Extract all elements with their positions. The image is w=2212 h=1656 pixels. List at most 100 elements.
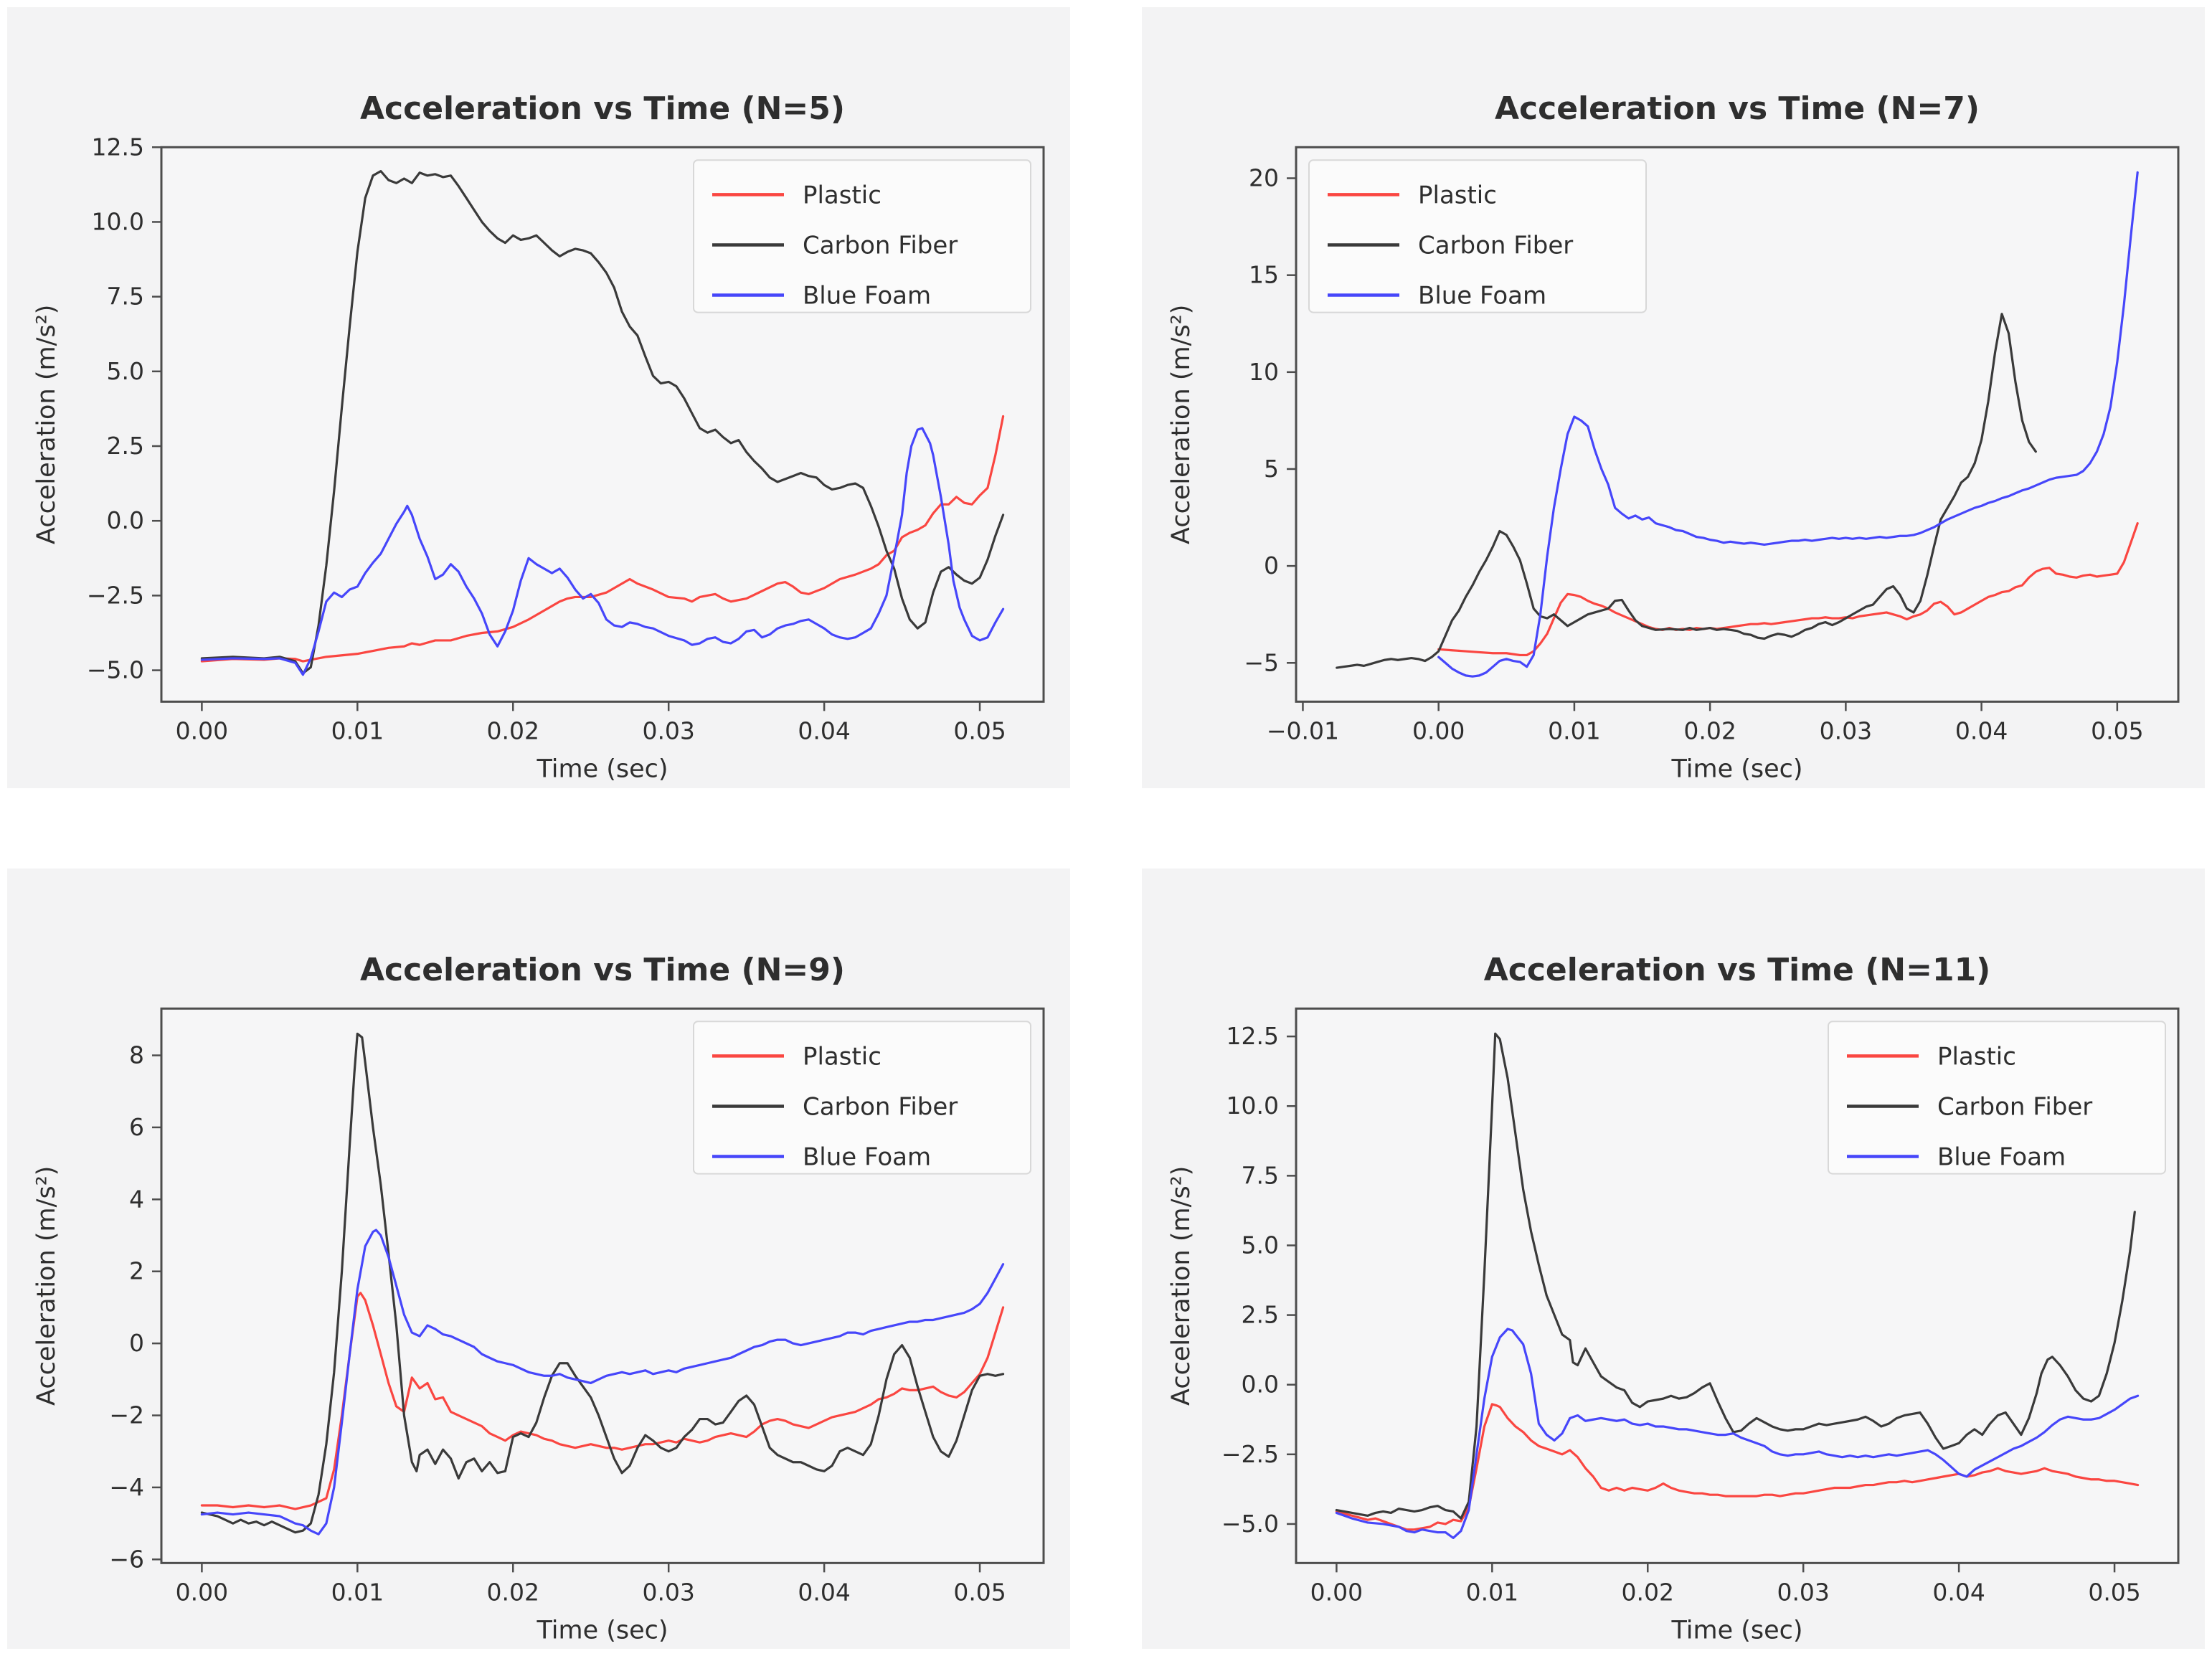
legend-box [693, 159, 1031, 313]
x-tick-label: 0.02 [1683, 716, 1736, 744]
chart-title: Acceleration vs Time (N=9) [360, 952, 845, 988]
legend-entry-carbon-fiber: Carbon Fiber [1847, 1092, 2092, 1121]
chart-panel-n11: −5.0 −2.5 0.0 2.5 5.0 7.5 10.0 12.5 0.00 0.01 0.02… [1142, 868, 2205, 1649]
y-tick-label: 0.0 [1242, 1370, 1279, 1398]
axes-frame [1295, 1007, 2180, 1564]
y-tick-label: 4 [129, 1185, 144, 1213]
chart-n7: −5 0 5 10 15 20 −0.01 0.00 0.01 0.02 0.03 0.04 0.05 A… [1166, 90, 2180, 783]
x-tick-label: 0.05 [953, 716, 1006, 744]
series-line-blue-foam [1335, 1327, 2140, 1539]
y-tick-label: −4 [109, 1472, 144, 1500]
y-axis-label: Acceleration (m/s²) [32, 1165, 61, 1405]
x-axis-label: Time (sec) [1670, 1615, 1802, 1645]
y-tick-label: −2.5 [1221, 1439, 1279, 1467]
legend-entry-blue-foam: Blue Foam [712, 1142, 931, 1171]
y-tick-label: 5 [1264, 455, 1279, 483]
y-tick-label: 20 [1249, 164, 1279, 192]
y-tick-label: 7.5 [107, 283, 144, 311]
x-tick-label: 0.04 [798, 1578, 850, 1606]
series-line-carbon-fiber [200, 1032, 1005, 1533]
x-tick-label: 0.03 [1777, 1578, 1829, 1606]
legend-label: Carbon Fiber [1937, 1092, 2092, 1121]
legend-box [1828, 1020, 2166, 1175]
legend-entry-blue-foam: Blue Foam [1847, 1142, 2066, 1171]
y-axis-label: Acceleration (m/s²) [1166, 1165, 1196, 1405]
axes-frame [160, 146, 1045, 703]
x-tick-label: 0.00 [176, 716, 228, 744]
legend-label: Plastic [803, 181, 882, 209]
legend-entry-plastic: Plastic [712, 181, 882, 209]
series-line-blue-foam [200, 1228, 1005, 1536]
legend-label: Plastic [1937, 1042, 2016, 1071]
y-tick-label: −5 [1244, 648, 1279, 676]
x-tick-label: 0.05 [2088, 1578, 2140, 1606]
x-tick-label: 0.00 [176, 1578, 228, 1606]
legend-label: Plastic [1418, 181, 1497, 209]
legend-box [1308, 159, 1647, 313]
legend-entry-carbon-fiber: Carbon Fiber [1328, 231, 1573, 260]
series-line-carbon-fiber [200, 170, 1005, 675]
y-tick-label: 7.5 [1242, 1161, 1279, 1189]
y-tick-label: 5.0 [107, 357, 144, 385]
series-line-plastic [200, 415, 1005, 663]
chart-n5: −5.0 −2.5 0.0 2.5 5.0 7.5 10.0 12.5 0.00 0.01 0.02… [32, 90, 1045, 783]
legend-label: Blue Foam [803, 1142, 931, 1171]
y-tick-label: 0.0 [107, 506, 144, 534]
y-tick-label: 0 [129, 1329, 144, 1357]
legend-label: Blue Foam [1937, 1142, 2066, 1171]
chart-title: Acceleration vs Time (N=11) [1484, 952, 1991, 988]
y-tick-label: 8 [129, 1041, 144, 1069]
y-axis-label: Acceleration (m/s²) [1166, 305, 1196, 544]
x-tick-label: 0.04 [1955, 716, 2008, 744]
chart-n9: −6 −4 −2 0 2 4 6 8 0.00 0.01 0.02 0.03 0.04 0.05 Accel… [32, 952, 1045, 1645]
y-tick-label: 10 [1249, 358, 1279, 386]
y-tick-label: −5.0 [87, 656, 144, 684]
y-tick-label: 10.0 [1226, 1092, 1279, 1120]
series-line-carbon-fiber [1336, 313, 2037, 669]
legend-label: Blue Foam [803, 282, 931, 311]
x-tick-label: 0.04 [1932, 1578, 1985, 1606]
y-tick-label: 10.0 [92, 207, 144, 235]
x-tick-label: 0.00 [1310, 1578, 1363, 1606]
series-line-plastic [1335, 1402, 2140, 1530]
x-tick-label: 0.04 [798, 716, 850, 744]
x-tick-label: 0.05 [2091, 716, 2143, 744]
series-line-plastic [200, 1291, 1005, 1510]
x-tick-label: 0.01 [1548, 716, 1600, 744]
legend-label: Carbon Fiber [803, 231, 958, 260]
x-tick-label: −0.01 [1267, 716, 1339, 744]
y-tick-label: −6 [109, 1545, 144, 1573]
x-tick-label: 0.05 [953, 1578, 1006, 1606]
x-tick-label: 0.01 [331, 716, 384, 744]
y-tick-label: −2.5 [87, 581, 144, 609]
chart-title: Acceleration vs Time (N=5) [360, 90, 845, 127]
legend-label: Blue Foam [1418, 282, 1546, 311]
series-line-carbon-fiber [1335, 1032, 2136, 1520]
y-tick-label: 2.5 [1242, 1300, 1279, 1328]
x-tick-label: 0.02 [487, 716, 539, 744]
y-axis-label: Acceleration (m/s²) [32, 305, 61, 544]
legend-entry-carbon-fiber: Carbon Fiber [712, 231, 958, 260]
legend-entry-plastic: Plastic [1328, 181, 1497, 209]
y-tick-label: 12.5 [1226, 1022, 1279, 1050]
series-line-blue-foam [1437, 171, 2139, 678]
y-tick-label: −2 [109, 1401, 144, 1429]
x-tick-label: 0.02 [487, 1578, 539, 1606]
x-tick-label: 0.00 [1412, 716, 1465, 744]
legend-entry-blue-foam: Blue Foam [1328, 282, 1546, 311]
legend-entry-carbon-fiber: Carbon Fiber [712, 1092, 958, 1121]
legend-label: Carbon Fiber [1418, 231, 1573, 260]
y-tick-label: 12.5 [92, 133, 144, 161]
y-tick-label: 0 [1264, 552, 1279, 579]
chart-n11: −5.0 −2.5 0.0 2.5 5.0 7.5 10.0 12.5 0.00 0.01 0.02… [1166, 952, 2180, 1645]
chart-panel-n9: −6 −4 −2 0 2 4 6 8 0.00 0.01 0.02 0.03 0.04 0.05 Accel… [7, 868, 1070, 1649]
legend-entry-blue-foam: Blue Foam [712, 282, 931, 311]
x-axis-label: Time (sec) [536, 1615, 668, 1645]
x-axis-label: Time (sec) [536, 754, 668, 783]
y-tick-label: −5.0 [1221, 1509, 1279, 1537]
axes-frame [160, 1007, 1045, 1564]
y-tick-label: 2.5 [107, 432, 144, 460]
y-tick-label: 6 [129, 1112, 144, 1140]
axes-frame [1295, 146, 2180, 703]
